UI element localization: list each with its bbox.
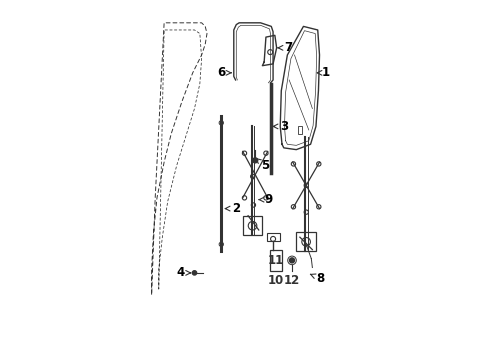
Text: 2: 2 xyxy=(225,202,240,215)
Bar xyxy=(242,216,262,235)
Bar xyxy=(270,249,281,271)
Text: 7: 7 xyxy=(277,41,291,54)
Text: 4: 4 xyxy=(176,266,190,279)
Text: 3: 3 xyxy=(273,120,288,133)
Text: 8: 8 xyxy=(310,272,324,285)
Bar xyxy=(296,232,315,251)
Circle shape xyxy=(289,258,294,263)
Circle shape xyxy=(252,158,257,163)
Text: 9: 9 xyxy=(258,193,272,206)
Text: 10: 10 xyxy=(267,274,284,287)
Text: 5: 5 xyxy=(255,158,268,172)
Text: 11: 11 xyxy=(267,254,284,267)
Text: 1: 1 xyxy=(317,66,329,79)
Circle shape xyxy=(192,271,196,275)
Bar xyxy=(266,233,279,241)
Bar xyxy=(298,126,302,134)
Text: 6: 6 xyxy=(217,66,231,79)
Text: 12: 12 xyxy=(284,274,300,287)
